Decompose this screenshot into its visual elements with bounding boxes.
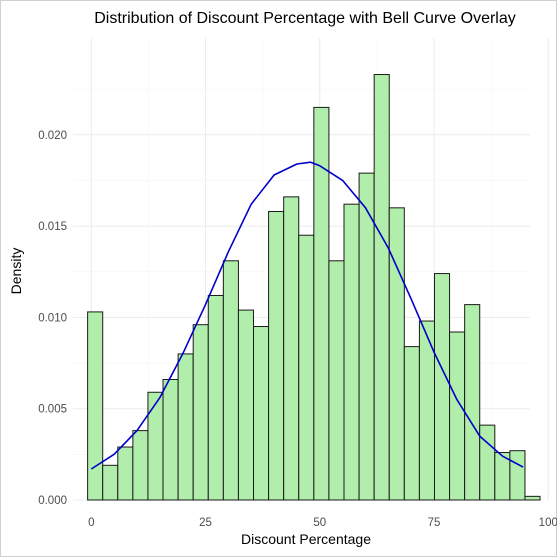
histogram-bar [207, 294, 224, 501]
histogram-bar [449, 331, 466, 501]
y-tick-label: 0.010 [38, 312, 67, 324]
y-tick-label: 0.005 [38, 404, 67, 416]
histogram-bar [102, 464, 119, 501]
x-tick-label: 0 [88, 517, 94, 529]
y-axis-ticks: 0.000 0.005 0.010 0.015 0.020 [38, 130, 67, 507]
histogram-bar [343, 203, 360, 501]
histogram-bar [268, 210, 285, 501]
histogram-bar [147, 391, 164, 501]
x-axis-ticks: 0 25 50 75 100 [88, 517, 557, 529]
x-tick-label: 75 [428, 517, 441, 529]
histogram-bar [132, 430, 149, 501]
histogram-bar [177, 353, 194, 501]
histogram-bar [237, 309, 255, 501]
histogram-bar [283, 196, 300, 501]
x-tick-label: 50 [313, 517, 326, 529]
histogram-bar [298, 234, 315, 501]
bell-curve-line [90, 161, 524, 470]
y-tick-label: 0.000 [38, 495, 67, 507]
histogram-bar [162, 378, 179, 501]
histogram-bar [87, 311, 104, 501]
histogram-bar [403, 346, 420, 501]
histogram-bar [222, 260, 239, 501]
histogram-bar [433, 273, 451, 501]
chart-title: Distribution of Discount Percentage with… [94, 10, 516, 27]
y-tick-label: 0.015 [38, 221, 67, 233]
histogram-bar [328, 260, 345, 501]
histogram-bar [253, 326, 270, 501]
histogram-bar [358, 172, 375, 501]
histogram-bar [479, 424, 496, 501]
y-axis-title: Density [8, 248, 24, 295]
bell-curve-layer [90, 161, 524, 470]
histogram-bar [509, 450, 526, 501]
histogram-bars [87, 74, 541, 501]
histogram-bar [117, 446, 134, 501]
x-tick-label: 25 [199, 517, 212, 529]
x-tick-label: 100 [539, 517, 557, 529]
histogram-bar [192, 324, 209, 501]
histogram-bar [373, 74, 390, 501]
histogram-bar [524, 495, 541, 501]
histogram-bar [464, 304, 481, 501]
x-axis-title: Discount Percentage [241, 531, 371, 547]
y-tick-label: 0.020 [38, 130, 67, 142]
histogram-bar [388, 207, 405, 501]
